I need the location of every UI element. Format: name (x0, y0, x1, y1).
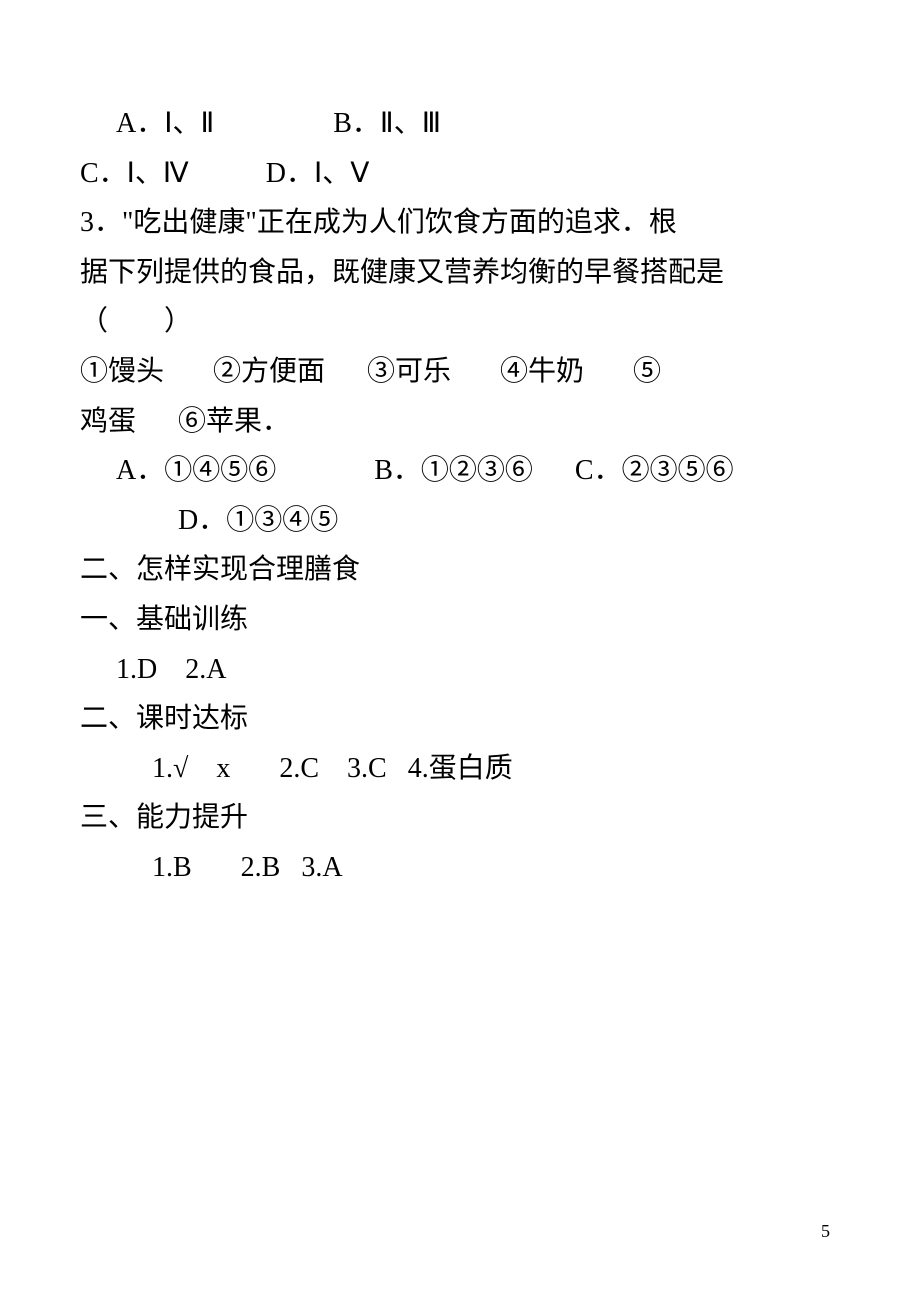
question-3-line-2: 据下列提供的食品，既健康又营养均衡的早餐搭配是 (80, 249, 840, 297)
question-3-line-3: （ ） (80, 298, 840, 346)
answers-section-2-content: 1.√ x 2.C 3.C 4.蛋白质 (80, 745, 840, 793)
answers-section-2-title: 二、课时达标 (80, 695, 840, 743)
page-number: 5 (821, 1221, 830, 1242)
question-3-options-line-1: A．①④⑤⑥ B．①②③⑥ C．②③⑤⑥ (80, 447, 840, 495)
answers-section-1-title: 一、基础训练 (80, 596, 840, 644)
answers-section-3-title: 三、能力提升 (80, 794, 840, 842)
question-3-choices-line-1: ①馒头 ②方便面 ③可乐 ④牛奶 ⑤ (80, 348, 840, 396)
document-content: A．Ⅰ、Ⅱ B．Ⅱ、Ⅲ C．Ⅰ、Ⅳ D．Ⅰ、Ⅴ 3．"吃出健康"正在成为人们饮食… (80, 100, 840, 892)
option-line-ab: A．Ⅰ、Ⅱ B．Ⅱ、Ⅲ (80, 100, 840, 148)
answers-section-3-content: 1.B 2.B 3.A (80, 844, 840, 892)
question-3-line-1: 3．"吃出健康"正在成为人们饮食方面的追求．根 (80, 199, 840, 247)
section-2-title: 二、怎样实现合理膳食 (80, 546, 840, 594)
answers-section-1-content: 1.D 2.A (80, 646, 840, 694)
question-3-choices-line-2: 鸡蛋 ⑥苹果． (80, 398, 840, 446)
option-line-cd: C．Ⅰ、Ⅳ D．Ⅰ、Ⅴ (80, 150, 840, 198)
question-3-options-line-2: D．①③④⑤ (80, 497, 840, 545)
